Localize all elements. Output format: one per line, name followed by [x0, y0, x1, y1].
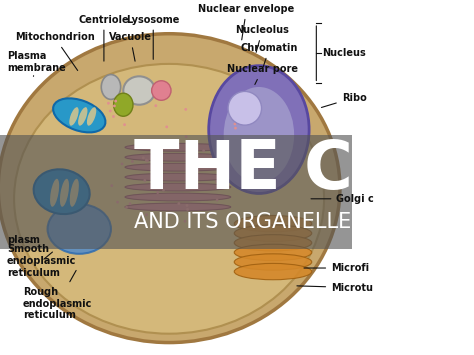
Ellipse shape [139, 141, 142, 144]
Ellipse shape [53, 98, 105, 132]
Ellipse shape [114, 100, 117, 103]
Ellipse shape [145, 213, 148, 216]
Ellipse shape [107, 102, 110, 105]
Ellipse shape [202, 149, 205, 152]
Ellipse shape [34, 169, 90, 214]
Text: Smooth
endoplasmic
reticulum: Smooth endoplasmic reticulum [7, 244, 76, 278]
Ellipse shape [116, 201, 119, 203]
Ellipse shape [143, 179, 146, 182]
Ellipse shape [70, 179, 79, 207]
Ellipse shape [125, 143, 231, 151]
Text: Vacuole: Vacuole [109, 32, 152, 61]
Text: Chromatin: Chromatin [241, 43, 298, 67]
Ellipse shape [0, 34, 340, 343]
Ellipse shape [125, 183, 231, 191]
Ellipse shape [101, 75, 121, 99]
Ellipse shape [112, 115, 115, 118]
Ellipse shape [125, 153, 231, 161]
Ellipse shape [50, 179, 59, 207]
Ellipse shape [123, 76, 155, 105]
Ellipse shape [234, 254, 312, 270]
Ellipse shape [131, 160, 134, 163]
Text: Mitochondrion: Mitochondrion [15, 32, 94, 71]
Text: Ribo: Ribo [321, 93, 366, 108]
Ellipse shape [69, 107, 79, 126]
Text: Microtu: Microtu [297, 283, 373, 293]
Ellipse shape [152, 81, 171, 100]
Ellipse shape [109, 110, 112, 113]
Ellipse shape [224, 87, 294, 183]
Ellipse shape [196, 170, 199, 173]
Text: Nuclear envelope: Nuclear envelope [199, 4, 295, 40]
Ellipse shape [162, 189, 165, 191]
Ellipse shape [125, 203, 231, 211]
Ellipse shape [123, 123, 126, 126]
Ellipse shape [87, 107, 96, 126]
Text: Nucleolus: Nucleolus [236, 25, 289, 52]
Text: THE CELL: THE CELL [134, 137, 474, 203]
Ellipse shape [234, 235, 312, 251]
Text: AND ITS ORGANELLES: AND ITS ORGANELLES [134, 212, 365, 232]
Ellipse shape [145, 159, 148, 162]
Ellipse shape [209, 66, 309, 193]
Text: Nucleus: Nucleus [322, 48, 366, 58]
Text: Plasma
membrane: Plasma membrane [7, 51, 66, 76]
Text: plasm: plasm [7, 235, 40, 245]
Text: Golgi c: Golgi c [311, 194, 374, 204]
Ellipse shape [125, 163, 231, 171]
Ellipse shape [184, 108, 187, 111]
Text: Nuclear pore: Nuclear pore [227, 64, 298, 84]
Text: Rough
endoplasmic
reticulum: Rough endoplasmic reticulum [23, 271, 92, 320]
Ellipse shape [234, 244, 312, 261]
Ellipse shape [234, 225, 312, 241]
Ellipse shape [113, 104, 116, 107]
Ellipse shape [177, 202, 180, 205]
Ellipse shape [216, 199, 219, 202]
Text: Centriole: Centriole [79, 15, 129, 61]
Text: Microfi: Microfi [304, 263, 369, 273]
Ellipse shape [230, 111, 233, 114]
Ellipse shape [186, 204, 188, 207]
Ellipse shape [215, 180, 218, 183]
Ellipse shape [228, 92, 262, 125]
Ellipse shape [183, 220, 186, 223]
Ellipse shape [186, 208, 189, 211]
Ellipse shape [185, 135, 188, 138]
Ellipse shape [125, 193, 231, 201]
Ellipse shape [156, 191, 159, 194]
Ellipse shape [128, 202, 131, 205]
Ellipse shape [110, 184, 113, 187]
Ellipse shape [14, 64, 324, 334]
Text: Lysosome: Lysosome [127, 15, 180, 59]
Ellipse shape [125, 206, 128, 209]
Ellipse shape [155, 104, 157, 107]
Ellipse shape [234, 215, 312, 232]
Ellipse shape [114, 93, 133, 116]
Ellipse shape [234, 127, 237, 130]
Ellipse shape [120, 163, 123, 165]
Ellipse shape [78, 107, 88, 126]
Ellipse shape [142, 157, 145, 159]
Bar [0, 135, 352, 248]
Ellipse shape [47, 204, 111, 254]
Ellipse shape [234, 263, 312, 280]
Ellipse shape [234, 122, 237, 125]
Ellipse shape [125, 173, 231, 181]
Ellipse shape [165, 125, 168, 128]
Ellipse shape [60, 179, 69, 207]
Ellipse shape [146, 159, 149, 162]
